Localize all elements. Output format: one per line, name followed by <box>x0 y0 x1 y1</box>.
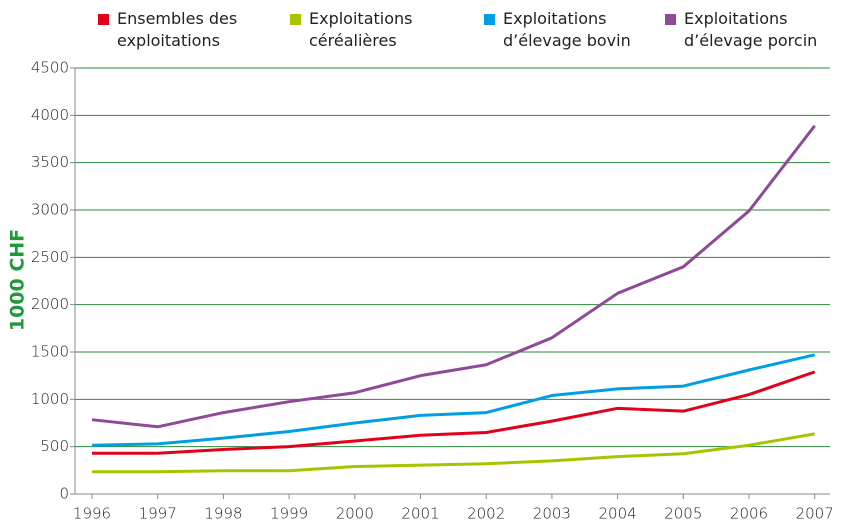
y-tick-label: 2500 <box>31 248 69 266</box>
y-tick-label: 0 <box>59 485 69 503</box>
y-tick-label: 3500 <box>31 153 69 171</box>
y-tick-label: 4500 <box>31 59 69 77</box>
x-tick-label: 2006 <box>730 505 768 522</box>
line <box>91 353 816 447</box>
legend-swatch <box>484 14 495 25</box>
legend-swatch <box>665 14 676 25</box>
x-tick-label: 1996 <box>73 505 111 522</box>
legend-item: Exploitations d’élevage porcin <box>665 8 834 52</box>
x-tick-label: 1997 <box>139 505 177 522</box>
y-tick-label: 3000 <box>31 201 69 219</box>
x-tick-label: 2005 <box>664 505 702 522</box>
legend-label: Ensembles des exploitations <box>117 9 238 50</box>
legend-item: Ensembles des exploitations <box>98 8 267 52</box>
legend-item: Exploitations d’élevage bovin <box>484 8 653 52</box>
x-tick-label: 2001 <box>401 505 439 522</box>
x-tick-label: 2003 <box>533 505 571 522</box>
x-tick-label: 2004 <box>599 505 637 522</box>
y-tick-label: 4000 <box>31 106 69 124</box>
y-tick-label: 1000 <box>31 390 69 408</box>
line <box>92 432 815 474</box>
y-tick-label: 1500 <box>31 343 69 361</box>
legend-label: Exploitations d’élevage porcin <box>684 9 818 50</box>
y-axis-label: 1000 CHF <box>7 229 29 331</box>
y-tick-label: 500 <box>40 437 69 455</box>
line <box>91 124 816 429</box>
legend-swatch <box>98 14 109 25</box>
x-tick-label: 2000 <box>336 505 374 522</box>
legend-label: Exploitations céréalières <box>309 9 413 50</box>
y-tick-label: 2000 <box>31 295 69 313</box>
line <box>92 370 816 455</box>
x-tick-label: 1998 <box>204 505 242 522</box>
legend-item: Exploitations céréalières <box>290 8 459 52</box>
x-tick-label: 2002 <box>467 505 505 522</box>
legend-swatch <box>290 14 301 25</box>
x-tick-label: 2007 <box>796 505 834 522</box>
x-tick-label: 1999 <box>270 505 308 522</box>
legend-label: Exploitations d’élevage bovin <box>503 9 631 50</box>
